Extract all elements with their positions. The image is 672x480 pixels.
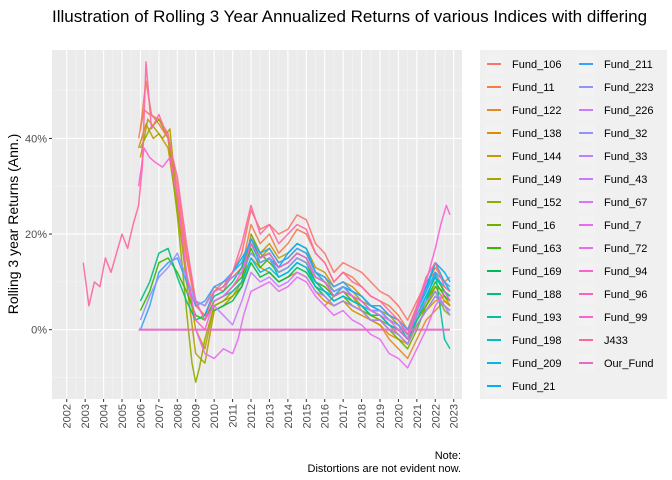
- x-tick-label: 2018: [357, 404, 369, 428]
- x-tick-label: 2016: [320, 404, 332, 428]
- x-tick-label: 2011: [228, 404, 240, 428]
- series-layer: [82, 61, 451, 384]
- x-tick-label: 2023: [449, 404, 461, 428]
- x-tick-label: 2013: [264, 404, 276, 428]
- x-tick-label: 2007: [154, 404, 166, 428]
- y-tick-label: 40%: [25, 133, 47, 145]
- legend: Fund_106 Fund_11 Fund_122 Fund_138 Fund_144 F…: [480, 50, 667, 399]
- note-label: Note:: [435, 450, 461, 462]
- legend-label: Fund_32: [604, 128, 647, 140]
- chart-title: Illustration of Rolling 3 Year Annualize…: [52, 7, 647, 26]
- series-line-fund-226: [185, 271, 451, 345]
- legend-label: Fund_211: [604, 59, 653, 71]
- x-tick-label: 2019: [375, 404, 387, 428]
- x-tick-label: 2005: [117, 404, 129, 428]
- legend-label: Fund_169: [512, 266, 562, 278]
- y-tick-label: 20%: [25, 229, 47, 241]
- legend-label: Fund_33: [604, 151, 647, 163]
- y-axis-title: Rolling 3 year Returns (Ann.): [5, 134, 21, 315]
- series-line-fund-99: [137, 147, 451, 340]
- x-tick-label: 2002: [62, 404, 74, 428]
- legend-label: Fund_106: [512, 59, 562, 71]
- legend-label: Fund_21: [512, 381, 555, 393]
- legend-label: Fund_94: [604, 266, 647, 278]
- series-line-fund-11: [139, 80, 451, 331]
- legend-box: [480, 50, 667, 399]
- legend-label: Fund_193: [512, 312, 562, 324]
- x-tick-label: 2009: [191, 404, 203, 428]
- legend-label: Fund_11: [512, 82, 555, 94]
- legend-label: Fund_188: [512, 289, 562, 301]
- legend-label: Fund_122: [512, 105, 562, 117]
- legend-label: J433: [604, 335, 628, 347]
- x-tick-label: 2004: [99, 404, 111, 428]
- legend-label: Fund_67: [604, 197, 647, 209]
- x-tick-label: 2017: [338, 404, 350, 428]
- x-tick-label: 2015: [301, 404, 313, 428]
- legend-label: Fund_96: [604, 289, 647, 301]
- legend-label: Our_Fund: [604, 358, 654, 370]
- legend-label: Fund_138: [512, 128, 562, 140]
- series-line-fund-223: [139, 252, 451, 336]
- legend-label: Fund_149: [512, 174, 562, 186]
- series-line-fund-106: [137, 109, 451, 321]
- legend-label: Fund_152: [512, 197, 562, 209]
- legend-label: Fund_226: [604, 105, 654, 117]
- x-axis: 2002 2003 2004 2005 2006 2007 2008 2009 2010 2011…: [62, 399, 461, 428]
- x-tick-label: 2021: [412, 404, 424, 428]
- x-tick-label: 2022: [430, 404, 442, 428]
- legend-label: Fund_144: [512, 151, 562, 163]
- x-tick-label: 2010: [209, 404, 221, 428]
- legend-label: Fund_16: [512, 220, 555, 232]
- legend-label: Fund_43: [604, 174, 647, 186]
- x-tick-label: 2014: [283, 404, 295, 428]
- legend-label: Fund_72: [604, 243, 647, 255]
- x-tick-label: 2008: [172, 404, 184, 428]
- legend-label: Fund_209: [512, 358, 562, 370]
- legend-label: Fund_7: [604, 220, 641, 232]
- y-axis: 0% 20% 40%: [25, 133, 52, 337]
- x-tick-label: 2020: [393, 404, 405, 428]
- legend-label: Fund_99: [604, 312, 647, 324]
- series-line-j433: [82, 61, 451, 336]
- x-tick-label: 2003: [80, 404, 92, 428]
- x-tick-label: 2006: [135, 404, 147, 428]
- y-tick-label: 0%: [31, 325, 47, 337]
- legend-label: Fund_198: [512, 335, 562, 347]
- x-tick-label: 2012: [246, 404, 258, 428]
- legend-label: Fund_163: [512, 243, 562, 255]
- legend-label: Fund_223: [604, 82, 654, 94]
- series-line-fund-72: [195, 276, 451, 369]
- note-text: Distortions are not evident now.: [308, 463, 461, 475]
